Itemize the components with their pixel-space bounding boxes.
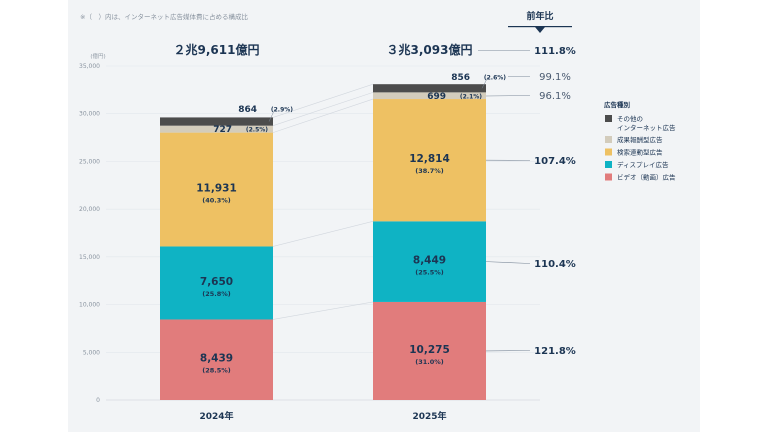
x-tick-label: 2025年 bbox=[412, 410, 446, 422]
yoy-value: 107.4% bbox=[534, 156, 576, 167]
data-label-value: 699 bbox=[427, 92, 446, 102]
data-label-share: (2.1%) bbox=[460, 94, 482, 101]
data-label-share: (2.9%) bbox=[271, 107, 293, 114]
y-tick-label: 35,000 bbox=[79, 63, 100, 70]
bar-segment-other bbox=[160, 117, 273, 126]
legend-swatch-search bbox=[605, 148, 612, 156]
yoy-header-rule bbox=[508, 26, 572, 28]
bar-segment-video bbox=[373, 301, 486, 400]
y-tick-label: 25,000 bbox=[79, 158, 100, 165]
legend-swatch-affiliate bbox=[605, 136, 612, 143]
yoy-leader bbox=[485, 95, 531, 97]
total-labels: ２兆9,611億円 ３兆3,093億円 bbox=[174, 42, 473, 57]
legend-label-video: ビデオ（動画）広告 bbox=[617, 173, 676, 182]
x-tick-label: 2024年 bbox=[199, 410, 233, 422]
legend: 広告種別その他のインターネット広告成果報酬型広告検索連動型広告ディスプレイ広告ビ… bbox=[604, 100, 676, 182]
data-label-value: 11,931 bbox=[196, 183, 237, 195]
connector-lines bbox=[272, 83, 374, 320]
yoy-value: 96.1% bbox=[539, 91, 571, 102]
data-label-value: 8,439 bbox=[200, 353, 233, 365]
bar-segment-search bbox=[160, 132, 273, 247]
data-label-share: (28.5%) bbox=[202, 367, 231, 375]
yoy-header-group: 前年比 bbox=[508, 10, 572, 33]
bar-segment-affiliate bbox=[373, 92, 486, 100]
leader-line bbox=[268, 108, 276, 122]
data-label-share: (31.0%) bbox=[415, 358, 444, 366]
data-label-share: (25.5%) bbox=[415, 269, 444, 277]
legend-label-search: 検索連動型広告 bbox=[617, 148, 663, 157]
bar-segment-affiliate bbox=[160, 125, 273, 133]
legend-title: 広告種別 bbox=[604, 100, 631, 109]
legend-swatch-video bbox=[605, 173, 612, 181]
legend-swatch-other bbox=[605, 115, 612, 122]
bars bbox=[160, 84, 486, 400]
yoy-value: 110.4% bbox=[534, 259, 576, 270]
y-tick-label: 5,000 bbox=[83, 349, 100, 356]
y-tick-label: 10,000 bbox=[79, 302, 100, 309]
data-label-share: (25.8%) bbox=[202, 290, 231, 298]
data-label-share: (40.3%) bbox=[202, 197, 231, 205]
data-label-share: (38.7%) bbox=[415, 167, 444, 175]
data-label-share: (2.6%) bbox=[484, 75, 506, 82]
leader-line bbox=[481, 76, 489, 89]
connector-line bbox=[272, 301, 374, 320]
y-tick-label: 30,000 bbox=[79, 111, 100, 118]
data-label-value: 12,814 bbox=[409, 153, 450, 165]
yoy-column: 111.8% 99.1% 96.1% 107.4% 110.4% 121.8% bbox=[478, 46, 576, 357]
connector-line bbox=[272, 92, 374, 126]
bar-segment-display bbox=[160, 246, 273, 320]
legend-label-other: インターネット広告 bbox=[617, 123, 676, 132]
legend-swatch-display bbox=[605, 161, 612, 168]
yoy-value: 99.1% bbox=[539, 72, 571, 83]
bar-segment-video bbox=[160, 319, 273, 400]
bar-segment-display bbox=[373, 221, 486, 302]
yoy-value: 111.8% bbox=[534, 46, 576, 57]
data-label-value: 864 bbox=[238, 105, 257, 115]
legend-label-other: その他の bbox=[617, 114, 643, 123]
data-label-value: 7,650 bbox=[200, 276, 233, 288]
legend-label-display: ディスプレイ広告 bbox=[617, 160, 669, 169]
data-label-value: 727 bbox=[213, 125, 232, 135]
bar-segment-other bbox=[373, 84, 486, 93]
yoy-header: 前年比 bbox=[526, 10, 553, 22]
connector-line bbox=[272, 83, 374, 118]
data-labels: 8,439 (28.5%) 7,650 (25.8%) 11,931 (40.3%) 10,… bbox=[196, 73, 506, 375]
footnote: ※（ ）内は、インターネット広告媒体費に占める構成比 bbox=[80, 12, 248, 21]
legend-label-affiliate: 成果報酬型広告 bbox=[617, 135, 663, 144]
bar-segment-search bbox=[373, 99, 486, 222]
y-tick-label: 15,000 bbox=[79, 254, 100, 261]
y-axis-unit: (億円) bbox=[90, 52, 105, 60]
x-axis: 2024年 2025年 bbox=[199, 410, 446, 422]
connector-line bbox=[272, 98, 374, 133]
y-axis: 0 5,000 10,000 15,000 20,000 25,000 30,000 35,0… bbox=[79, 63, 100, 404]
data-label-share: (2.5%) bbox=[246, 127, 268, 134]
yoy-value: 121.8% bbox=[534, 346, 576, 357]
data-label-value: 10,275 bbox=[409, 344, 450, 356]
y-tick-label: 0 bbox=[96, 397, 100, 404]
y-tick-label: 20,000 bbox=[79, 206, 100, 213]
data-label-value: 856 bbox=[451, 73, 470, 83]
total-label: ３兆3,093億円 bbox=[387, 42, 473, 57]
yoy-header-arrow bbox=[535, 27, 545, 33]
total-label: ２兆9,611億円 bbox=[174, 42, 260, 57]
connector-line bbox=[272, 221, 374, 247]
yoy-leader bbox=[485, 261, 531, 264]
data-label-value: 8,449 bbox=[413, 255, 446, 267]
